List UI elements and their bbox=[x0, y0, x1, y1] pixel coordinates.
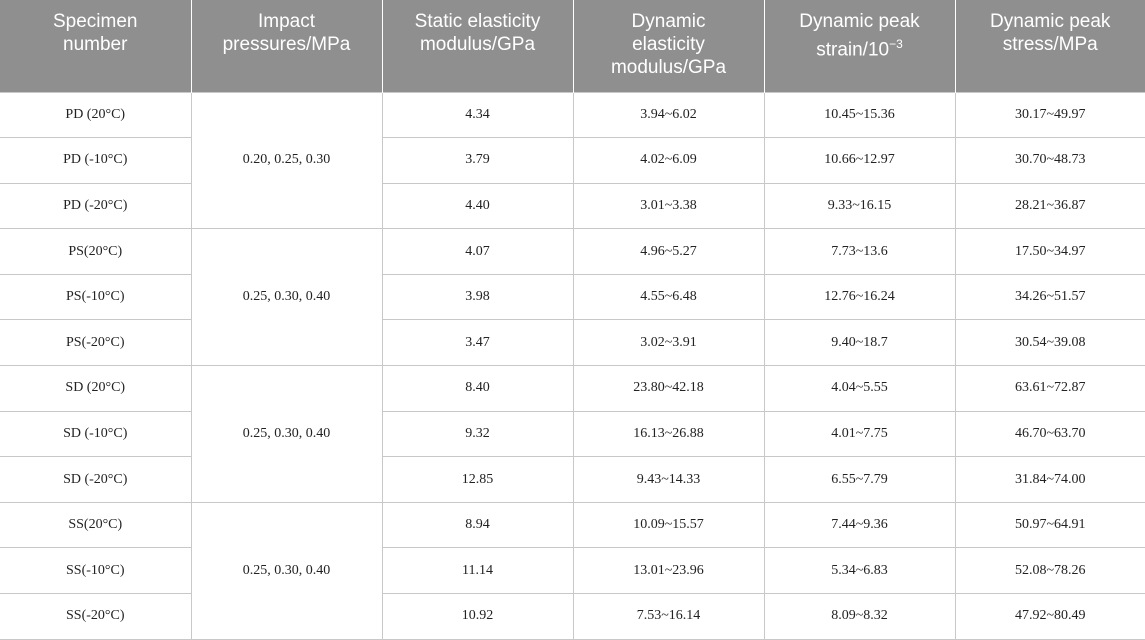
table-row: SD (-20°C) 12.85 9.43~14.33 6.55~7.79 31.84~… bbox=[0, 456, 1145, 503]
peak-strain-cell: 6.55~7.79 bbox=[763, 456, 956, 503]
peak-strain-cell: 4.01~7.75 bbox=[763, 410, 956, 458]
header-dynamic-peak-stress: Dynamic peak stress/MPa bbox=[954, 0, 1145, 92]
peak-strain-cell: 10.66~12.97 bbox=[763, 137, 956, 184]
header-dynamic-peak-strain: Dynamic peak strain/10−3 bbox=[763, 0, 955, 92]
header-impact-pressures: Impact pressures/MPa bbox=[190, 0, 382, 92]
static-modulus-cell: 3.98 bbox=[381, 273, 574, 321]
dynamic-modulus-cell: 16.13~26.88 bbox=[572, 410, 765, 458]
peak-stress-cell: 30.17~49.97 bbox=[954, 91, 1145, 139]
specimen-number-cell: SS(-20°C) bbox=[0, 593, 192, 640]
static-modulus-cell: 8.94 bbox=[381, 501, 574, 549]
table-row: PS(20°C) 0.25, 0.30, 0.40 4.07 4.96~5.27 7.7… bbox=[0, 228, 1145, 367]
static-modulus-cell: 9.32 bbox=[381, 410, 574, 458]
static-modulus-cell: 4.34 bbox=[381, 91, 574, 139]
impact-pressures-cell: 0.25, 0.30, 0.40 bbox=[190, 365, 383, 503]
table-body: PD (20°C) 0.20, 0.25, 0.30 4.34 3.94~6.02 10… bbox=[0, 91, 1145, 640]
peak-stress-cell: 63.61~72.87 bbox=[954, 365, 1145, 412]
header-specimen-number: Specimen number bbox=[0, 0, 191, 92]
impact-pressures-cell: 0.25, 0.30, 0.40 bbox=[190, 228, 383, 367]
peak-strain-cell: 4.04~5.55 bbox=[763, 365, 956, 412]
peak-strain-cell: 7.44~9.36 bbox=[763, 501, 956, 549]
peak-strain-cell: 12.76~16.24 bbox=[763, 273, 956, 321]
dynamic-modulus-cell: 4.02~6.09 bbox=[572, 137, 765, 184]
table-row: PS(-20°C) 3.47 3.02~3.91 9.40~18.7 30.54~39.… bbox=[0, 319, 1145, 367]
peak-stress-cell: 28.21~36.87 bbox=[954, 182, 1145, 230]
peak-strain-cell: 5.34~6.83 bbox=[763, 547, 956, 595]
header-dynamic-elasticity-modulus: Dynamic elasticity modulus/GPa bbox=[572, 0, 764, 92]
static-modulus-cell: 10.92 bbox=[381, 593, 574, 640]
dynamic-modulus-cell: 13.01~23.96 bbox=[572, 547, 765, 595]
peak-strain-cell: 10.45~15.36 bbox=[763, 91, 956, 139]
dynamic-modulus-cell: 3.01~3.38 bbox=[572, 182, 765, 230]
static-modulus-cell: 12.85 bbox=[381, 456, 574, 503]
header-row: Specimen number Impact pressures/MPa Sta… bbox=[0, 0, 1145, 92]
table-row: SS(20°C) 0.25, 0.30, 0.40 8.94 10.09~15.57 7… bbox=[0, 501, 1145, 640]
table-row: PD (-10°C) 3.79 4.02~6.09 10.66~12.97 30.70~… bbox=[0, 137, 1145, 184]
dynamic-modulus-cell: 4.55~6.48 bbox=[572, 273, 765, 321]
table-header: Specimen number Impact pressures/MPa Sta… bbox=[0, 0, 1145, 92]
dynamic-modulus-cell: 7.53~16.14 bbox=[572, 593, 765, 640]
peak-stress-cell: 30.54~39.08 bbox=[954, 319, 1145, 367]
impact-pressures-cell: 0.25, 0.30, 0.40 bbox=[190, 501, 383, 640]
specimen-number-cell: SD (-20°C) bbox=[0, 456, 192, 503]
peak-stress-cell: 46.70~63.70 bbox=[954, 410, 1145, 458]
specimen-number-cell: PD (-20°C) bbox=[0, 182, 192, 230]
table-row: SD (-10°C) 9.32 16.13~26.88 4.01~7.75 46.70~… bbox=[0, 410, 1145, 458]
header-strain-exponent: −3 bbox=[889, 37, 903, 51]
table-row: PD (20°C) 0.20, 0.25, 0.30 4.34 3.94~6.02 10… bbox=[0, 91, 1145, 230]
header-dynamic-peak-strain-label: Dynamic peak strain/10 bbox=[799, 11, 920, 61]
dynamic-modulus-cell: 3.94~6.02 bbox=[572, 91, 765, 139]
peak-strain-cell: 9.33~16.15 bbox=[763, 182, 956, 230]
table-row: SS(-20°C) 10.92 7.53~16.14 8.09~8.32 47.92~8… bbox=[0, 593, 1145, 640]
static-modulus-cell: 11.14 bbox=[381, 547, 574, 595]
dynamic-modulus-cell: 4.96~5.27 bbox=[572, 228, 765, 275]
dynamic-modulus-cell: 3.02~3.91 bbox=[572, 319, 765, 367]
specimen-number-cell: SS(20°C) bbox=[0, 501, 192, 549]
static-modulus-cell: 3.79 bbox=[381, 137, 574, 184]
peak-strain-cell: 9.40~18.7 bbox=[763, 319, 956, 367]
specimen-number-cell: PS(-20°C) bbox=[0, 319, 192, 367]
dynamic-modulus-cell: 23.80~42.18 bbox=[572, 365, 765, 412]
static-modulus-cell: 8.40 bbox=[381, 365, 574, 412]
peak-stress-cell: 31.84~74.00 bbox=[954, 456, 1145, 503]
static-modulus-cell: 4.40 bbox=[381, 182, 574, 230]
peak-strain-cell: 7.73~13.6 bbox=[763, 228, 956, 275]
specimen-number-cell: PD (-10°C) bbox=[0, 137, 192, 184]
peak-stress-cell: 47.92~80.49 bbox=[954, 593, 1145, 640]
specimen-number-cell: SD (20°C) bbox=[0, 365, 192, 412]
peak-stress-cell: 17.50~34.97 bbox=[954, 228, 1145, 275]
header-static-elasticity-modulus: Static elasticity modulus/GPa bbox=[381, 0, 573, 92]
peak-strain-cell: 8.09~8.32 bbox=[763, 593, 956, 640]
table-row: SD (20°C) 0.25, 0.30, 0.40 8.40 23.80~42.18… bbox=[0, 365, 1145, 503]
peak-stress-cell: 30.70~48.73 bbox=[954, 137, 1145, 184]
specimen-number-cell: PD (20°C) bbox=[0, 91, 192, 139]
specimen-number-cell: SS(-10°C) bbox=[0, 547, 192, 595]
dynamic-modulus-cell: 10.09~15.57 bbox=[572, 501, 765, 549]
table-row: PD (-20°C) 4.40 3.01~3.38 9.33~16.15 28.21~3… bbox=[0, 182, 1145, 230]
dynamic-modulus-cell: 9.43~14.33 bbox=[572, 456, 765, 503]
static-modulus-cell: 4.07 bbox=[381, 228, 574, 275]
specimen-number-cell: PS(-10°C) bbox=[0, 273, 192, 321]
peak-stress-cell: 34.26~51.57 bbox=[954, 273, 1145, 321]
table-row: PS(-10°C) 3.98 4.55~6.48 12.76~16.24 34.26~5… bbox=[0, 273, 1145, 321]
impact-pressures-cell: 0.20, 0.25, 0.30 bbox=[190, 91, 383, 230]
peak-stress-cell: 50.97~64.91 bbox=[954, 501, 1145, 549]
specimen-number-cell: SD (-10°C) bbox=[0, 410, 192, 458]
table-row: SS(-10°C) 11.14 13.01~23.96 5.34~6.83 52.08~… bbox=[0, 547, 1145, 595]
peak-stress-cell: 52.08~78.26 bbox=[954, 547, 1145, 595]
specimen-number-cell: PS(20°C) bbox=[0, 228, 192, 275]
static-modulus-cell: 3.47 bbox=[381, 319, 574, 367]
